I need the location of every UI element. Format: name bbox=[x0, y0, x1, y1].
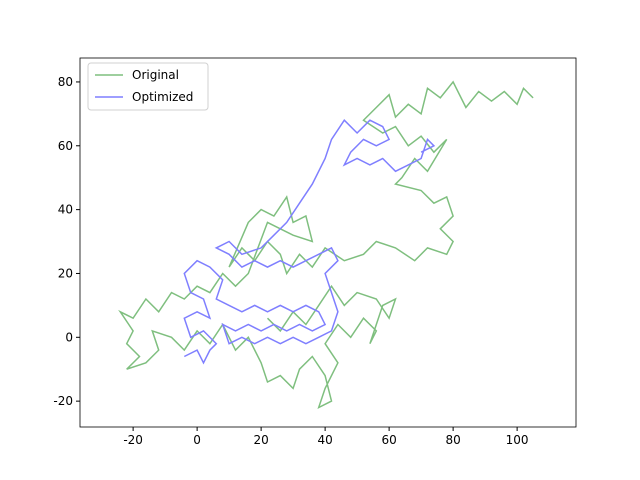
legend-label: Original bbox=[132, 68, 179, 82]
x-tick-label: 0 bbox=[193, 433, 201, 447]
y-tick-label: 60 bbox=[58, 139, 73, 153]
y-tick-label: 0 bbox=[65, 330, 73, 344]
y-tick-label: 40 bbox=[58, 203, 73, 217]
x-tick-label: 100 bbox=[506, 433, 529, 447]
legend-label: Optimized bbox=[132, 90, 193, 104]
trajectory-line bbox=[118, 80, 534, 409]
y-tick-label: 20 bbox=[58, 266, 73, 280]
y-tick-label: 80 bbox=[58, 75, 73, 89]
x-tick-label: -20 bbox=[123, 433, 143, 447]
x-tick-label: 80 bbox=[445, 433, 460, 447]
trajectory-line bbox=[183, 119, 436, 365]
plot-frame bbox=[79, 57, 577, 428]
x-tick-label: 20 bbox=[253, 433, 268, 447]
x-tick-label: 40 bbox=[317, 433, 332, 447]
x-tick-label: 60 bbox=[381, 433, 396, 447]
y-tick-label: -20 bbox=[53, 394, 73, 408]
